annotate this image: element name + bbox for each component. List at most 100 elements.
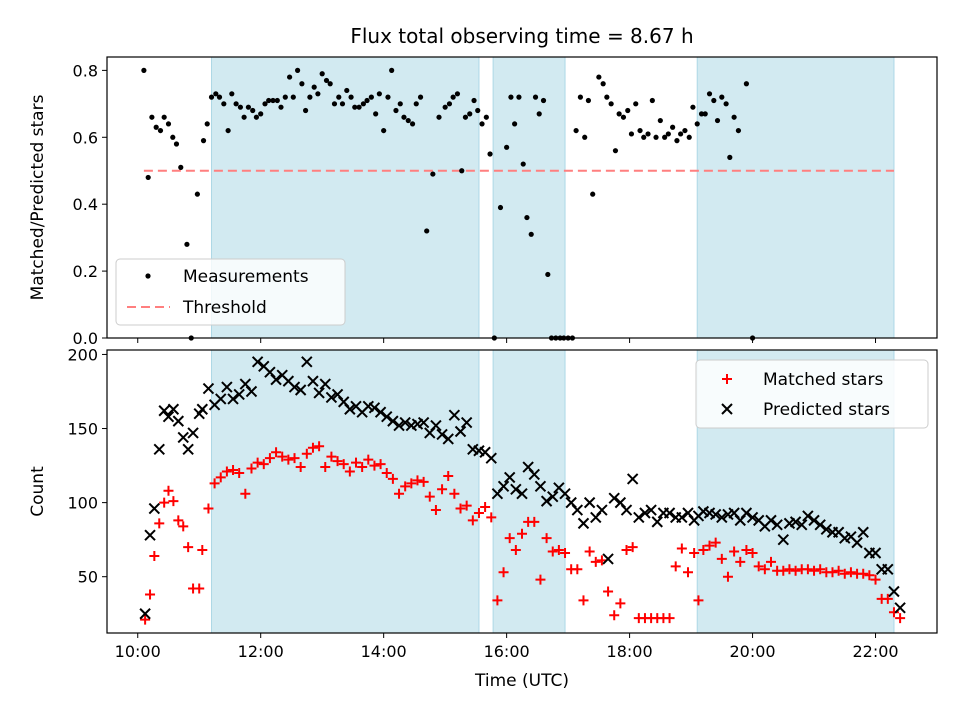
matched-star-point	[163, 485, 174, 496]
predicted-star-point	[202, 382, 215, 395]
observing-window-span	[492, 56, 566, 339]
measurement-point	[262, 101, 268, 107]
measurement-point	[290, 94, 296, 100]
matched-star-point	[351, 457, 361, 468]
predicted-star-point	[294, 384, 307, 396]
legend-measurement-marker	[145, 273, 151, 279]
x-tick-label: 20:00	[730, 642, 776, 661]
predicted-star-point	[639, 507, 651, 519]
matched-star-point	[258, 459, 269, 470]
measurement-point	[294, 67, 301, 73]
predicted-star-point	[162, 410, 175, 423]
axes-frame	[106, 56, 938, 339]
predicted-star-point	[251, 356, 264, 368]
measurement-point	[153, 124, 159, 130]
predicted-star-point	[608, 492, 620, 504]
matched-star-point	[473, 507, 484, 518]
y-tick-label: 0.6	[73, 128, 98, 147]
measurement-point	[616, 111, 622, 117]
measurement-point	[145, 174, 151, 181]
legend-matched-label: Matched stars	[763, 370, 883, 390]
predicted-star-point	[153, 443, 165, 455]
measurement-point	[743, 81, 750, 87]
matched-star-point	[759, 564, 770, 575]
matched-star-point	[194, 583, 205, 594]
matched-star-point	[461, 500, 472, 511]
matched-star-point	[584, 546, 595, 557]
predicted-star-point	[516, 488, 528, 500]
measurement-point	[585, 97, 592, 104]
measurement-point	[698, 111, 705, 117]
measurement-point	[459, 168, 465, 174]
measurement-point	[270, 97, 276, 104]
legend-predicted-label: Predicted stars	[763, 400, 890, 420]
predicted-star-point	[814, 519, 826, 531]
matched-star-point	[437, 484, 448, 495]
measurement-point	[229, 91, 235, 97]
matched-star-point	[710, 537, 721, 548]
matched-star-point	[149, 550, 160, 561]
y-tick-label: 50	[78, 568, 98, 587]
measurement-point	[731, 114, 737, 120]
measurement-point	[573, 127, 579, 134]
matched-star-point	[154, 518, 165, 529]
matched-star-point	[621, 545, 632, 556]
measurement-point	[327, 81, 333, 87]
measurement-point	[471, 97, 477, 104]
matched-star-point	[882, 593, 893, 604]
predicted-star-point	[808, 514, 820, 527]
chart-title: Flux total observing time = 8.67 h	[350, 24, 693, 48]
matched-star-point	[722, 571, 733, 582]
matched-star-point	[827, 567, 838, 578]
measurement-point	[633, 101, 639, 107]
predicted-star-point	[374, 406, 387, 418]
matched-star-point	[369, 460, 380, 471]
matched-star-point	[295, 462, 306, 473]
measurement-point	[348, 94, 354, 100]
measurement-point	[590, 191, 596, 197]
measurement-point	[690, 104, 696, 110]
matched-star-point	[221, 466, 232, 477]
predicted-star-point	[393, 419, 405, 432]
matched-star-point	[833, 565, 844, 576]
measurement-point	[397, 101, 403, 107]
predicted-star-point	[882, 563, 894, 575]
matched-star-point	[467, 515, 478, 526]
measurement-point	[649, 97, 655, 104]
measurement-point	[479, 121, 485, 127]
measurement-point	[641, 134, 647, 140]
matched-star-point	[240, 488, 251, 499]
measurement-point	[376, 91, 382, 97]
matched-star-point	[320, 462, 331, 473]
measurement-point	[702, 111, 708, 117]
matched-star-point	[553, 545, 564, 556]
matched-star-point	[517, 528, 527, 539]
measurement-point	[674, 138, 680, 144]
predicted-star-point	[144, 529, 156, 541]
predicted-star-point	[740, 507, 753, 519]
predicted-star-point	[167, 403, 180, 415]
predicted-star-point	[663, 507, 676, 519]
predicted-star-point	[381, 410, 393, 423]
matched-star-point	[766, 556, 776, 567]
matched-star-point	[578, 595, 589, 606]
matched-star-point	[716, 553, 727, 564]
measurement-point	[686, 134, 692, 140]
matched-star-point	[406, 478, 417, 489]
matched-star-point	[704, 540, 715, 551]
measurement-point	[225, 127, 231, 134]
matched-star-point	[307, 442, 318, 453]
predicted-star-point	[503, 471, 516, 484]
matched-star-point	[314, 441, 325, 452]
measurement-point	[178, 164, 184, 170]
predicted-star-point	[399, 416, 411, 429]
measurement-point	[446, 101, 453, 107]
matched-star-point	[839, 568, 850, 579]
measurement-point	[266, 97, 272, 104]
matched-star-point	[572, 564, 583, 575]
matched-star-point	[197, 545, 208, 556]
measurement-point	[184, 241, 190, 247]
matched-star-point	[252, 457, 263, 468]
matched-star-point	[504, 533, 515, 544]
